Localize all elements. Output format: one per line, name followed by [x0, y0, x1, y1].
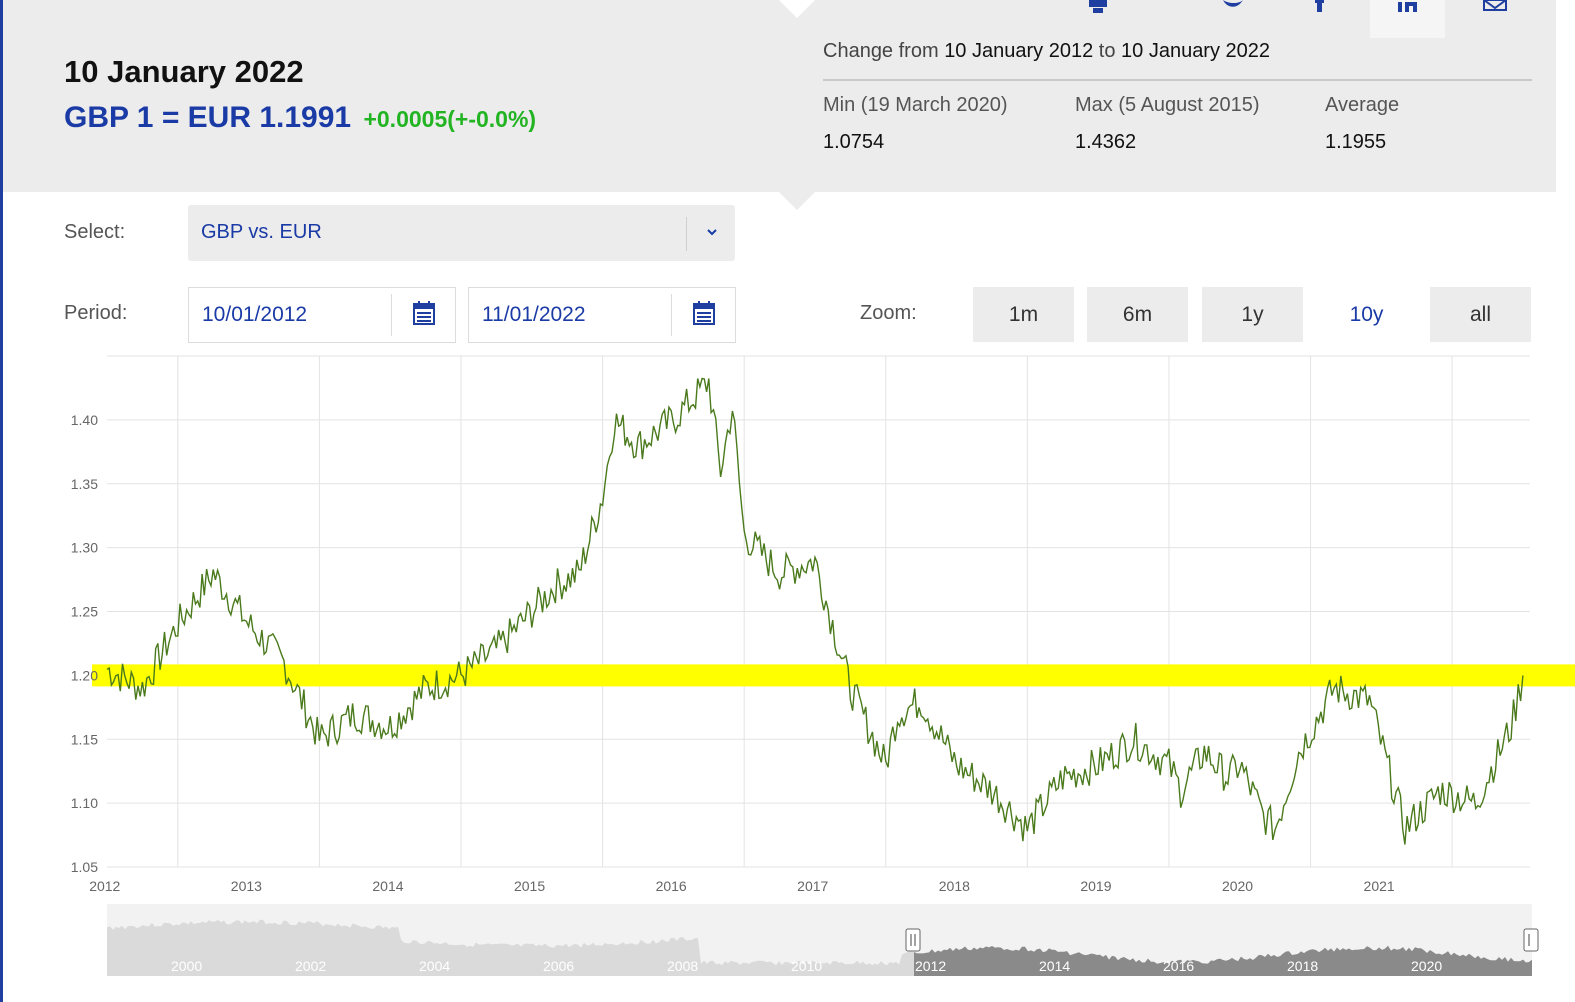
series-line	[106, 377, 1524, 845]
period-end-divider	[671, 294, 672, 336]
navigator-tick-label: 2010	[791, 958, 822, 974]
calendar-icon[interactable]	[413, 301, 435, 325]
calendar-icon[interactable]	[693, 301, 715, 325]
select-label: Select:	[64, 221, 126, 243]
navigator-tick-label: 2008	[667, 958, 698, 974]
page-left-border	[0, 0, 3, 1002]
navigator-tick-label: 2006	[543, 958, 574, 974]
change-from-text: Change from 10 January 2012 to 10 Januar…	[823, 40, 1270, 63]
zoom-label: Zoom:	[860, 302, 917, 324]
zoom-10y-button[interactable]: 10y	[1349, 303, 1384, 326]
currency-pair-select[interactable]: GBP vs. EUR	[188, 205, 735, 261]
stat-min-value: 1.0754	[823, 131, 885, 153]
x-tick-label: 2016	[656, 878, 687, 894]
stat-max: Max (5 August 2015) 1.4362	[1075, 94, 1260, 154]
stat-average-value: 1.1955	[1325, 131, 1387, 153]
stat-max-value: 1.4362	[1075, 131, 1137, 153]
navigator-tick-label: 2020	[1411, 958, 1442, 974]
x-tick-label: 2012	[89, 878, 120, 894]
zoom-1y-button[interactable]: 1y	[1202, 287, 1303, 342]
navigator-tick-label: 2002	[295, 958, 326, 974]
highlight-band	[92, 664, 1575, 687]
select-divider	[686, 217, 687, 251]
x-tick-label: 2021	[1364, 878, 1395, 894]
period-end-value: 11/01/2022	[482, 303, 586, 326]
y-tick-label: 1.35	[71, 476, 98, 492]
change-from-to: to	[1098, 40, 1116, 62]
navigator-tick-label: 2018	[1287, 958, 1318, 974]
stat-min-label: Min (19 March 2020)	[823, 94, 1008, 116]
header-panel	[3, 0, 1556, 192]
x-tick-label: 2018	[939, 878, 970, 894]
period-label: Period:	[64, 302, 128, 324]
currency-pair-value: GBP vs. EUR	[201, 221, 322, 243]
period-start-input[interactable]: 10/01/2012	[188, 287, 456, 343]
change-from-prefix: Change from	[823, 40, 939, 62]
y-tick-label: 1.10	[71, 795, 98, 811]
navigator-ticks: 2000 2002 2004 2006 2008 2010 2012 2014 2016 2018…	[171, 958, 1442, 974]
header-notch-bottom	[779, 192, 815, 210]
stat-min: Min (19 March 2020) 1.0754	[823, 94, 1008, 154]
x-tick-label: 2017	[797, 878, 828, 894]
linkedin-icon[interactable]	[1370, 0, 1445, 38]
navigator[interactable]: 2000 2002 2004 2006 2008 2010 2012 2014 2016 2018…	[107, 904, 1539, 976]
print-icon[interactable]	[1068, 0, 1128, 38]
y-tick-label: 1.05	[71, 859, 98, 875]
stat-average: Average 1.1955	[1325, 94, 1399, 154]
chevron-down-icon	[707, 229, 717, 236]
period-start-value: 10/01/2012	[202, 303, 308, 326]
y-tick-label: 1.15	[71, 731, 98, 747]
navigator-tick-label: 2014	[1039, 958, 1070, 974]
rate-line: GBP 1 = EUR 1.1991 +0.0005(+-0.0%)	[64, 101, 536, 135]
rate-change: +0.0005(+-0.0%)	[363, 106, 537, 132]
x-tick-label: 2014	[372, 878, 403, 894]
zoom-1m-button[interactable]: 1m	[973, 287, 1074, 342]
rate-value: GBP 1 = EUR 1.1991	[64, 101, 352, 134]
rate-date: 10 January 2022	[64, 54, 304, 89]
x-tick-label: 2020	[1222, 878, 1253, 894]
navigator-tick-label: 2000	[171, 958, 202, 974]
x-tick-label: 2019	[1080, 878, 1111, 894]
navigator-handle-left[interactable]	[905, 928, 921, 952]
change-from-start: 10 January 2012	[944, 40, 1094, 62]
x-tick-label: 2015	[514, 878, 545, 894]
zoom-6m-button[interactable]: 6m	[1087, 287, 1188, 342]
x-axis-ticks: 2012 2013 2014 2015 2016 2017 2018 2019 2020 2021	[89, 878, 1395, 894]
y-axis-ticks: 1.05 1.10 1.15 1.20 1.25 1.30 1.35 1.40	[71, 412, 98, 875]
change-divider	[823, 79, 1532, 81]
period-end-input[interactable]: 11/01/2022	[468, 287, 736, 343]
facebook-icon[interactable]	[1290, 0, 1350, 38]
stat-average-label: Average	[1325, 94, 1400, 116]
period-start-divider	[391, 294, 392, 336]
chart-grid	[107, 355, 1530, 868]
navigator-area-selected	[914, 945, 1532, 976]
zoom-all-button[interactable]: all	[1430, 287, 1531, 342]
navigator-tick-label: 2016	[1163, 958, 1194, 974]
navigator-handle-right[interactable]	[1523, 928, 1539, 952]
y-tick-label: 1.40	[71, 412, 98, 428]
exchange-rate-chart[interactable]: 1.051.101.151.201.251.301.351.40 2012 201…	[0, 340, 1575, 990]
navigator-tick-label: 2012	[915, 958, 946, 974]
y-tick-label: 1.25	[71, 604, 98, 620]
email-icon[interactable]	[1465, 0, 1525, 38]
twitter-icon[interactable]	[1203, 0, 1263, 38]
change-from-end: 10 January 2022	[1121, 40, 1271, 62]
x-tick-label: 2013	[231, 878, 262, 894]
stat-max-label: Max (5 August 2015)	[1075, 94, 1260, 116]
y-tick-label: 1.30	[71, 540, 98, 556]
navigator-tick-label: 2004	[419, 958, 450, 974]
header-notch-top	[779, 0, 815, 18]
y-tick-label: 1.20	[71, 667, 98, 683]
